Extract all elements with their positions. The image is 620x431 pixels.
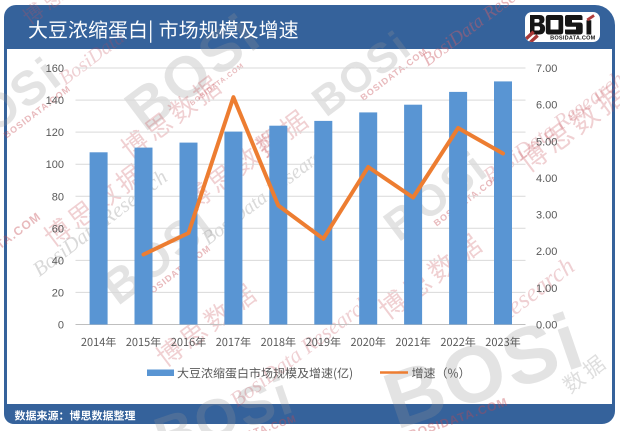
svg-text:4.00: 4.00	[536, 173, 557, 185]
svg-text:6.00: 6.00	[536, 100, 557, 112]
svg-text:1.00: 1.00	[536, 283, 557, 295]
svg-text:BOSIDATA.COM: BOSIDATA.COM	[550, 35, 596, 41]
svg-text:120: 120	[46, 127, 64, 139]
svg-text:160: 160	[46, 63, 64, 75]
svg-text:0: 0	[58, 320, 64, 332]
svg-text:3.00: 3.00	[536, 210, 557, 222]
svg-text:2.00: 2.00	[536, 246, 557, 258]
svg-text:5.00: 5.00	[536, 136, 557, 148]
svg-text:80: 80	[52, 191, 64, 203]
svg-text:40: 40	[52, 255, 64, 267]
svg-text:100: 100	[46, 159, 64, 171]
svg-text:7.00: 7.00	[536, 63, 557, 75]
svg-text:0.00: 0.00	[536, 320, 557, 332]
svg-text:20: 20	[52, 287, 64, 299]
svg-text:60: 60	[52, 223, 64, 235]
svg-text:140: 140	[46, 95, 64, 107]
